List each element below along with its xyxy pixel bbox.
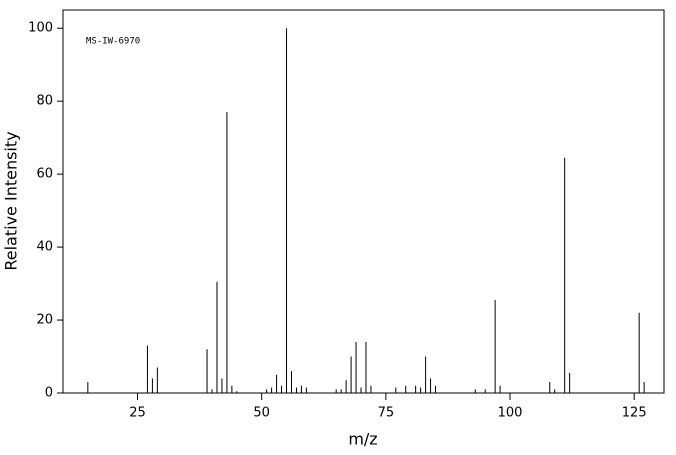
x-tick-label: 125	[622, 406, 647, 421]
y-axis-label: Relative Intensity	[2, 131, 21, 270]
annotation: MS-IW-6970	[86, 37, 140, 47]
y-tick-label: 80	[36, 94, 53, 109]
x-axis-label: m/z	[348, 430, 377, 449]
y-tick-label: 20	[36, 313, 53, 328]
y-tick-label: 100	[28, 21, 53, 36]
y-tick-label: 60	[36, 167, 53, 182]
y-tick-label: 0	[45, 386, 53, 401]
x-tick-label: 100	[498, 406, 523, 421]
x-tick-label: 75	[378, 406, 395, 421]
y-tick-label: 40	[36, 240, 53, 255]
x-tick-label: 25	[129, 406, 146, 421]
plot-frame	[62, 9, 665, 394]
x-tick-label: 50	[253, 406, 270, 421]
